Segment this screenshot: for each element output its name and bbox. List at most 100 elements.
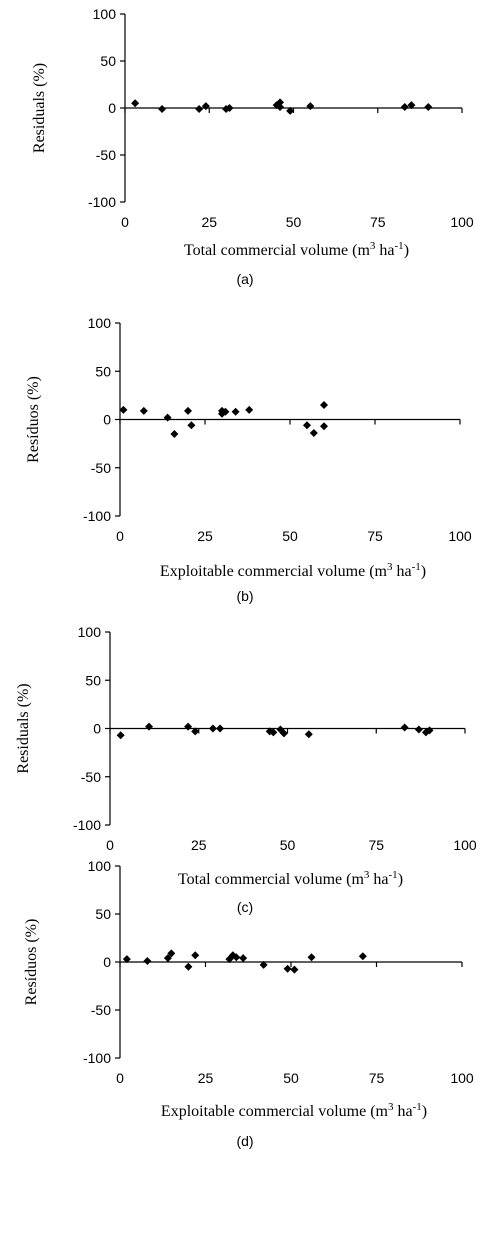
x-tick-label: 0 <box>116 528 124 544</box>
data-point <box>290 965 299 974</box>
data-point <box>116 731 125 740</box>
x-tick-label: 75 <box>369 1070 385 1086</box>
data-point <box>239 954 248 963</box>
data-point <box>158 104 167 113</box>
y-tick-label: 0 <box>93 721 101 737</box>
data-point <box>232 953 241 962</box>
data-point <box>276 98 285 107</box>
data-point <box>245 405 254 414</box>
data-point <box>414 725 423 734</box>
y-axis-label: Residuals (%) <box>15 683 32 773</box>
data-point <box>191 727 200 736</box>
data-point <box>320 422 328 431</box>
data-point <box>143 957 152 966</box>
data-point <box>163 954 172 963</box>
data-point <box>306 102 315 111</box>
y-tick-label: 50 <box>100 53 116 69</box>
panel-label: (b) <box>236 588 253 604</box>
data-point <box>400 723 409 732</box>
y-tick-label: 100 <box>88 315 112 331</box>
y-tick-label: -50 <box>91 460 111 476</box>
x-tick-label: 50 <box>282 528 298 544</box>
data-point <box>187 421 196 430</box>
y-tick-label: -50 <box>96 147 116 163</box>
data-point <box>231 407 240 416</box>
x-tick-label: 0 <box>116 1070 124 1086</box>
panel-label: (d) <box>236 1133 253 1149</box>
data-point <box>358 952 367 961</box>
x-tick-label: 25 <box>201 214 217 230</box>
x-tick-label: 0 <box>106 837 114 853</box>
x-axis-label: Total commercial volume (m3 ha-1) <box>184 240 409 259</box>
data-point <box>201 102 210 111</box>
y-tick-label: 50 <box>95 363 111 379</box>
x-tick-label: 0 <box>121 214 129 230</box>
x-tick-label: 50 <box>280 837 296 853</box>
x-axis-label: Total commercial volume (m3 ha-1) <box>178 869 403 888</box>
data-point <box>119 405 128 414</box>
data-point <box>286 106 295 115</box>
data-point <box>424 103 433 112</box>
data-point <box>269 728 278 737</box>
panel-label: (a) <box>236 271 253 287</box>
data-point <box>216 724 225 733</box>
data-point <box>279 729 288 738</box>
y-axis-label: Resíduos (%) <box>25 376 42 463</box>
panel-label: (c) <box>237 899 253 915</box>
y-tick-label: 50 <box>85 672 101 688</box>
y-tick-label: -50 <box>81 769 101 785</box>
x-tick-label: 100 <box>448 528 472 544</box>
data-point <box>122 955 131 964</box>
data-point <box>400 103 409 112</box>
data-point <box>139 406 148 415</box>
panel-c: Residuals (%) Total commercial volume (m… <box>15 624 477 915</box>
y-tick-label: 50 <box>95 906 111 922</box>
data-point <box>191 951 200 960</box>
data-point <box>225 104 234 112</box>
data-point <box>131 99 140 108</box>
y-tick-label: -50 <box>91 1002 111 1018</box>
data-point <box>259 960 268 969</box>
data-point <box>283 964 292 973</box>
data-point <box>208 724 217 733</box>
data-point <box>195 104 204 113</box>
data-point <box>221 407 230 416</box>
panel-b: Resíduos (%) Exploitable commercial volu… <box>25 315 472 604</box>
data-point <box>163 413 172 422</box>
data-point <box>309 429 318 438</box>
y-tick-label: 0 <box>103 412 111 428</box>
data-point <box>184 406 192 415</box>
y-tick-label: 100 <box>93 6 117 22</box>
y-tick-label: 100 <box>78 624 102 640</box>
data-point <box>170 429 179 438</box>
y-tick-label: -100 <box>83 1050 111 1066</box>
y-tick-label: -100 <box>73 817 101 833</box>
y-tick-label: -100 <box>88 194 116 210</box>
y-tick-label: 0 <box>103 954 111 970</box>
x-tick-label: 25 <box>197 528 213 544</box>
data-point <box>407 101 416 110</box>
x-tick-label: 50 <box>283 1070 299 1086</box>
data-point <box>167 949 176 958</box>
x-tick-label: 100 <box>450 1070 474 1086</box>
x-tick-label: 75 <box>367 528 383 544</box>
x-tick-label: 75 <box>370 214 386 230</box>
y-tick-label: -100 <box>83 508 111 524</box>
data-point <box>425 726 434 735</box>
x-axis-label: Exploitable commercial volume (m3 ha-1) <box>160 561 426 580</box>
data-point <box>304 730 313 739</box>
x-tick-label: 75 <box>368 837 384 853</box>
x-tick-label: 25 <box>198 1070 214 1086</box>
x-tick-label: 100 <box>453 837 477 853</box>
panel-a: Residuals (%) Total commercial volume (m… <box>31 6 474 287</box>
data-point <box>303 421 311 430</box>
x-tick-label: 25 <box>191 837 207 853</box>
panel-d: Resíduos (%) Exploitable commercial volu… <box>23 858 474 1149</box>
data-point <box>276 103 285 112</box>
y-axis-label: Resíduos (%) <box>23 919 40 1006</box>
data-point <box>320 401 328 410</box>
y-tick-label: 100 <box>88 858 112 874</box>
data-point <box>145 722 154 731</box>
x-tick-label: 50 <box>286 214 302 230</box>
